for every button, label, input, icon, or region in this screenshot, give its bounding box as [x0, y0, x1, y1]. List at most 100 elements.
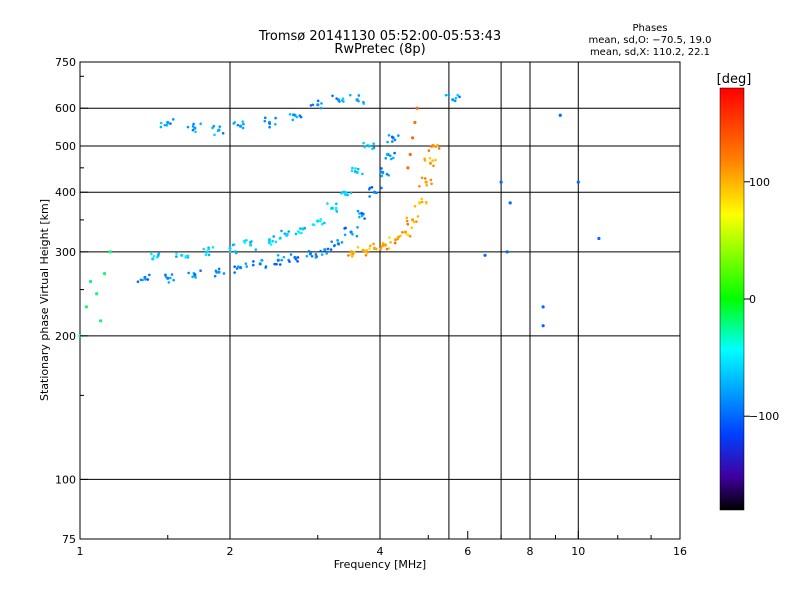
echo-point — [372, 242, 375, 246]
echo-point — [298, 227, 302, 230]
echo-point — [363, 145, 366, 149]
echo-point — [384, 156, 388, 160]
echo-point — [213, 133, 216, 137]
echo-point — [368, 247, 371, 250]
echo-point — [298, 231, 301, 234]
echo-point — [294, 232, 298, 236]
echo-point — [412, 220, 416, 224]
echo-point — [388, 154, 392, 158]
data-point — [276, 258, 280, 262]
echo-point — [279, 236, 282, 240]
y-tick-label: 500 — [55, 140, 76, 153]
data-point — [238, 265, 243, 270]
echo-point — [152, 254, 156, 258]
echo-point — [356, 226, 359, 229]
echo-point — [325, 252, 328, 255]
echo-point — [249, 240, 252, 244]
echo-point — [286, 232, 289, 236]
echo-point — [199, 122, 202, 125]
echo-point — [356, 209, 360, 213]
echo-point — [430, 182, 433, 186]
echo-point — [360, 214, 364, 218]
data-point — [95, 292, 99, 296]
echo-point — [217, 267, 221, 271]
echo-point — [343, 233, 347, 237]
echo-point — [278, 263, 282, 266]
echo-point — [282, 255, 286, 259]
echo-point — [217, 270, 221, 274]
echo-point — [393, 151, 396, 155]
echo-point — [423, 159, 427, 162]
echo-point — [213, 274, 217, 278]
echo-point — [260, 258, 263, 262]
echo-point — [294, 257, 298, 261]
echo-point — [245, 239, 248, 242]
echo-point — [207, 253, 211, 257]
data-point — [558, 113, 562, 117]
echo-point — [194, 130, 197, 134]
echo-point — [309, 104, 313, 107]
data-point — [483, 253, 487, 257]
echo-point — [351, 166, 354, 170]
echo-point — [159, 121, 163, 125]
data-point — [258, 262, 262, 266]
data-point — [88, 279, 93, 284]
echo-point — [319, 106, 323, 110]
echo-point — [280, 229, 283, 233]
echo-point — [370, 185, 374, 189]
echo-point — [368, 195, 371, 198]
legend-line-2: mean, sd,X: 110.2, 22.1 — [590, 47, 710, 58]
y-tick-label: 200 — [55, 330, 76, 343]
echo-point — [207, 247, 211, 251]
echo-point — [186, 125, 190, 129]
echo-point — [356, 167, 360, 171]
echo-point — [397, 134, 400, 137]
x-tick-label: 4 — [377, 545, 384, 558]
echo-point — [215, 271, 218, 274]
echo-point — [429, 178, 433, 182]
data-point — [108, 250, 112, 254]
data-point — [406, 166, 410, 170]
y-tick-label: 300 — [55, 246, 76, 259]
y-tick-label: 750 — [55, 56, 76, 69]
echo-point — [235, 267, 239, 270]
echo-point — [234, 251, 238, 255]
echo-point — [444, 93, 448, 97]
echo-point — [289, 253, 293, 256]
x-tick-label: 10 — [571, 545, 585, 558]
echo-point — [393, 241, 397, 245]
echo-point — [280, 258, 283, 262]
echo-point — [344, 226, 347, 230]
echo-point — [390, 135, 394, 139]
echo-point — [458, 95, 461, 99]
echo-point — [157, 254, 160, 257]
echo-point — [436, 143, 439, 147]
echo-point — [288, 113, 292, 116]
echo-point — [341, 97, 345, 100]
echo-point — [432, 164, 435, 168]
echo-point — [392, 156, 395, 160]
data-point — [193, 126, 197, 130]
echo-point — [429, 145, 433, 148]
echo-point — [236, 265, 240, 268]
echo-point — [320, 222, 324, 226]
echo-point — [233, 271, 236, 274]
echo-point — [211, 246, 215, 249]
echo-point — [204, 253, 208, 257]
echo-point — [307, 249, 311, 253]
echo-point — [380, 186, 383, 190]
echo-point — [428, 156, 432, 160]
echo-point — [296, 256, 300, 259]
echo-point — [167, 281, 171, 284]
echo-point — [326, 202, 329, 205]
echo-point — [368, 186, 372, 190]
echo-point — [231, 243, 235, 247]
echo-point — [425, 184, 428, 187]
echo-point — [175, 255, 178, 258]
echo-point — [453, 99, 457, 103]
echo-point — [273, 262, 276, 266]
echo-point — [283, 232, 287, 235]
echo-point — [340, 241, 344, 244]
echo-point — [454, 96, 458, 100]
echo-point — [331, 94, 334, 98]
